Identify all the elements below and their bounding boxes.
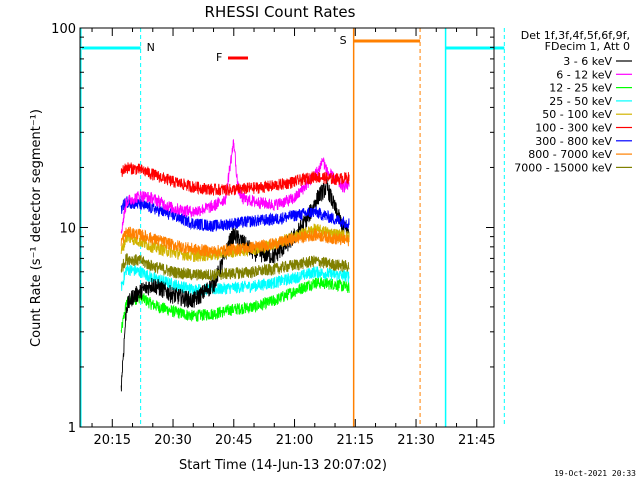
series-line-7 (120, 226, 350, 258)
legend-entry-label: 800 - 7000 keV (528, 148, 612, 161)
x-tick-label: 20:45 (215, 433, 252, 448)
legend-entry-label: 50 - 100 keV (542, 108, 612, 121)
x-tick-label: 21:15 (337, 433, 374, 448)
legend: Det 1f,3f,4f,5f,6f,9f, FDecim 1, Att 0 3… (514, 29, 632, 174)
series-line-3 (120, 264, 350, 297)
legend-entry-label: 3 - 6 keV (563, 55, 612, 68)
legend-entry-label: 6 - 12 keV (556, 68, 612, 81)
series-line-8 (120, 253, 350, 281)
series-line-4 (120, 223, 350, 263)
legend-entry-label: 25 - 50 keV (549, 95, 612, 108)
night-label: N (147, 41, 155, 54)
legend-entry-label: 300 - 800 keV (535, 135, 612, 148)
y-tick-label: 100 (51, 22, 76, 37)
axis-ticks: 20:15 20:30 20:45 21:00 21:15 21:30 21:45 1 10 10… (51, 22, 495, 448)
flare-label: F (216, 51, 222, 64)
x-tick-label: 20:15 (94, 433, 131, 448)
y-axis-label: Count Rate (s⁻¹ detector segment⁻¹) (29, 109, 44, 347)
generation-timestamp: 19-Oct-2021 20:33 (554, 469, 636, 478)
series-line-5 (120, 162, 350, 196)
chart-title: RHESSI Count Rates (205, 3, 356, 21)
series-layer (120, 139, 350, 392)
legend-entry-label: 7000 - 15000 keV (514, 161, 612, 174)
saa-label: S (340, 34, 347, 47)
legend-entry-label: 12 - 25 keV (549, 82, 612, 95)
legend-entry-label: 100 - 300 keV (535, 122, 612, 135)
legend-header-line-1: Det 1f,3f,4f,5f,6f,9f, (521, 29, 630, 42)
series-line-6 (120, 196, 350, 232)
orbit-markers: N S F (80, 28, 505, 427)
x-axis-label: Start Time (14-Jun-13 20:07:02) (179, 458, 387, 473)
x-tick-label: 21:00 (276, 433, 313, 448)
y-tick-label: 10 (59, 222, 76, 237)
x-tick-label: 21:30 (397, 433, 434, 448)
plot-frame (79, 27, 495, 428)
series-line-2 (120, 277, 350, 333)
y-tick-label: 1 (68, 421, 76, 436)
x-tick-label: 21:45 (458, 433, 495, 448)
legend-header-line-2: FDecim 1, Att 0 (545, 40, 630, 53)
x-tick-label: 20:30 (154, 433, 191, 448)
